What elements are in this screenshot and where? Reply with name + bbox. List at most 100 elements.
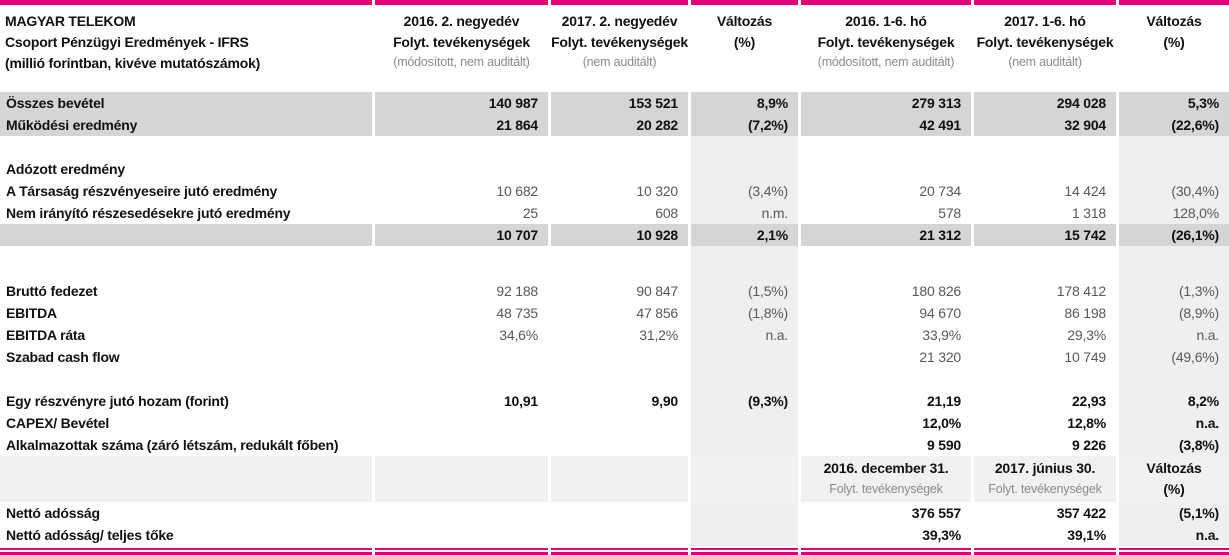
row-label: Nettó adósság <box>6 505 100 521</box>
cell-value <box>691 412 798 434</box>
cell-value: 8,2% <box>1119 390 1229 412</box>
table-row: 10 707 10 928 2,1% 21 312 15 742 (26,1%) <box>0 224 1229 246</box>
column-header-audit-note: (módosított, nem auditált) <box>393 55 530 69</box>
spacer-cell <box>691 368 798 390</box>
cell-value: 9,90 <box>651 393 679 409</box>
cell-value <box>551 346 688 368</box>
cell-value: 29,3% <box>1067 327 1106 343</box>
bottom-border-thick-bar <box>0 552 1229 555</box>
cell-value <box>375 346 548 368</box>
cell-value: 10 707 <box>375 224 548 246</box>
column-header-audit-note: (módosított, nem auditált) <box>817 55 955 69</box>
table-row: EBITDA 48 735 47 856 (1,8%) 94 670 86 198 (8,9… <box>0 302 1229 324</box>
cell-value: 21 320 <box>919 349 961 365</box>
subheader-scope: (%) <box>1163 481 1185 497</box>
cell-value: 10 749 <box>1064 349 1106 365</box>
spacer-cell <box>0 368 372 390</box>
cell-value: 21,19 <box>926 393 961 409</box>
column-header-2017-h1: 2017. 1-6. hó Folyt. tevékenységek (nem … <box>974 11 1116 82</box>
cell-value: 34,6% <box>499 327 538 343</box>
row-label: Nettó adósság/ teljes tőke <box>6 527 174 543</box>
row-label <box>0 224 372 246</box>
cell-value: 39,1% <box>1067 527 1106 543</box>
row-label: A Társaság részvényeseire jutó eredmény <box>6 183 278 199</box>
bottom-bar-separator <box>0 550 1229 552</box>
table-row: CAPEX/ Bevétel 12,0% 12,8% n.a. <box>0 412 1229 434</box>
subheader-date: Változás <box>1146 460 1202 476</box>
column-header-period: 2016. 1-6. hó <box>845 13 927 29</box>
table-row: Nettó adósság 376 557 357 422 (5,1%) <box>0 502 1229 524</box>
subheader-date: 2017. június 30. <box>994 460 1096 476</box>
cell-value: 12,8% <box>1067 415 1106 431</box>
row-label: Egy részvényre jutó hozam (forint) <box>6 393 229 409</box>
cell-value: 279 313 <box>801 92 971 114</box>
cell-value: 608 <box>655 205 678 221</box>
table-row: Működési eredmény 21 864 20 282 (7,2%) 42 49… <box>0 114 1229 136</box>
cell-value: 48 735 <box>496 305 538 321</box>
table-row: Összes bevétel 140 987 153 521 8,9% 279 313 2… <box>0 92 1229 114</box>
cell-value: 94 670 <box>919 305 961 321</box>
table-row: Nettó adósság/ teljes tőke 39,3% 39,1% n.a. <box>0 524 1229 546</box>
spacer-cell <box>0 246 372 280</box>
cell-value: 9 590 <box>926 437 961 453</box>
cell-value: 357 422 <box>1056 505 1106 521</box>
column-header-period: 2016. 2. negyedév <box>403 13 520 29</box>
spacer-cell <box>375 368 548 390</box>
column-header-change-unit: (%) <box>1163 34 1185 50</box>
cell-value <box>974 158 1116 180</box>
cell-value: 578 <box>938 205 961 221</box>
row-label: EBITDA <box>6 305 57 321</box>
cell-value <box>375 502 548 524</box>
cell-value: 294 028 <box>974 92 1116 114</box>
cell-value: (5,1%) <box>1119 502 1229 524</box>
bottom-gap <box>0 546 1229 548</box>
cell-value: 92 188 <box>496 283 538 299</box>
spacer-cell <box>551 136 688 158</box>
cell-value: (7,2%) <box>691 114 798 136</box>
cell-value: 10 320 <box>636 183 678 199</box>
spacer-cell <box>801 136 971 158</box>
column-header-2016-h1: 2016. 1-6. hó Folyt. tevékenységek (módo… <box>801 11 971 82</box>
spacer-cell <box>801 246 971 280</box>
cell-value: 20 734 <box>919 183 961 199</box>
cell-value <box>691 434 798 456</box>
cell-value: n.m. <box>691 202 798 224</box>
spacer-row <box>0 246 1229 280</box>
cell-value: (49,6%) <box>1119 346 1229 368</box>
spacer-cell <box>1119 136 1229 158</box>
cell-value: (3,4%) <box>691 180 798 202</box>
spacer-cell <box>551 368 688 390</box>
cell-value: 14 424 <box>1064 183 1106 199</box>
cell-value <box>375 524 548 546</box>
cell-value: 8,9% <box>691 92 798 114</box>
cell-value: 15 742 <box>974 224 1116 246</box>
cell-value: 86 198 <box>1064 305 1106 321</box>
cell-value: (30,4%) <box>1119 180 1229 202</box>
table-row: A Társaság részvényeseire jutó eredmény 1… <box>0 180 1229 202</box>
cell-value: 9 226 <box>1071 437 1106 453</box>
row-label: Összes bevétel <box>0 92 372 114</box>
column-header-period: 2017. 1-6. hó <box>1004 13 1086 29</box>
spacer-row <box>0 368 1229 390</box>
cell-value: 25 <box>522 205 538 221</box>
cell-value: 2,1% <box>691 224 798 246</box>
cell-value: n.a. <box>691 324 798 346</box>
cell-value: 21 864 <box>375 114 548 136</box>
row-label: Adózott eredmény <box>6 161 125 177</box>
column-header-change-q: Változás (%) <box>691 11 798 82</box>
spacer-cell <box>691 136 798 158</box>
cell-value <box>691 346 798 368</box>
cell-value: 33,9% <box>922 327 961 343</box>
cell-value <box>375 412 548 434</box>
spacer-cell <box>375 136 548 158</box>
row-label: CAPEX/ Bevétel <box>6 415 110 431</box>
cell-value: 5,3% <box>1119 92 1229 114</box>
cell-value <box>551 412 688 434</box>
subheader-empty-cell <box>0 456 372 502</box>
cell-value: (1,3%) <box>1119 280 1229 302</box>
cell-value <box>801 158 971 180</box>
report-unit-note: (millió forintban, kivéve mutatószámok) <box>5 55 261 71</box>
date-subheader-row: 2016. december 31. Folyt. tevékenységek 20… <box>0 456 1229 502</box>
cell-value: 10,91 <box>503 393 538 409</box>
spacer-cell <box>1119 246 1229 280</box>
